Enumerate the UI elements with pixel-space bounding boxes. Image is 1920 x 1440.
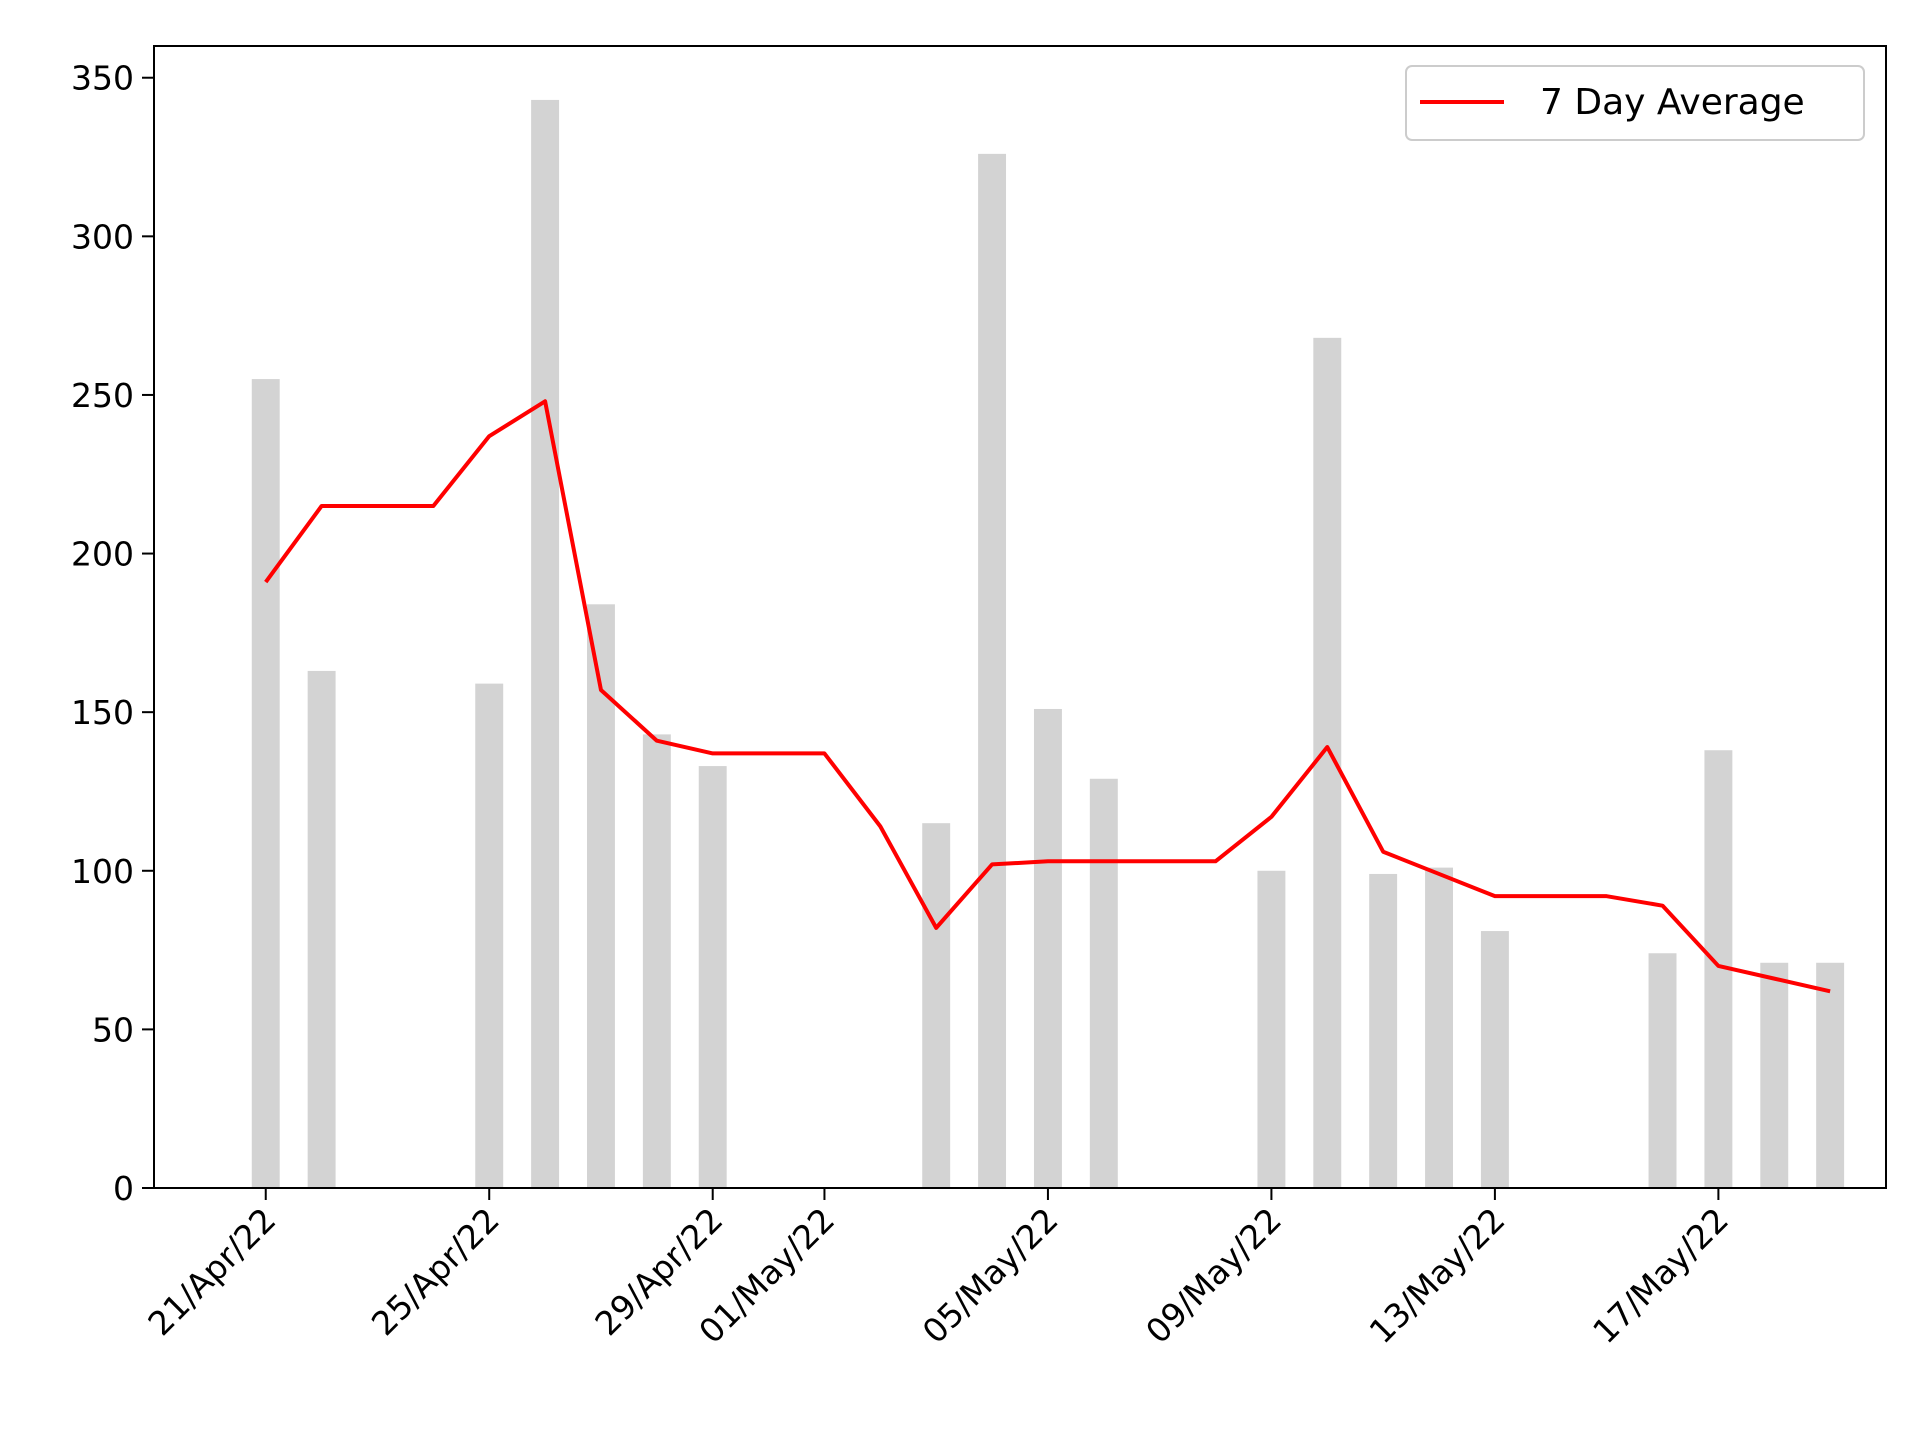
y-tick-label: 100 (71, 852, 134, 891)
bar (475, 683, 504, 1188)
bar (251, 379, 280, 1189)
bar (1033, 708, 1062, 1188)
bar (307, 670, 336, 1188)
plot-frame (153, 45, 1887, 1189)
bar (1648, 953, 1677, 1188)
legend: 7 Day Average (1405, 65, 1865, 141)
y-tick-label: 50 (92, 1010, 134, 1049)
y-axis: 0 50 100 150 200 250 300 350 (71, 59, 154, 1208)
bar (922, 823, 951, 1188)
bar (1816, 962, 1845, 1188)
y-tick-label: 300 (71, 217, 134, 256)
y-tick-label: 200 (71, 535, 134, 574)
bar (978, 153, 1007, 1189)
bar (698, 766, 727, 1188)
y-tick-label: 350 (71, 59, 134, 98)
bar (1257, 870, 1286, 1188)
bar (1760, 962, 1789, 1188)
legend-box (1405, 65, 1865, 141)
y-tick-label: 150 (71, 693, 134, 732)
bar (642, 734, 671, 1188)
bar (587, 604, 615, 1188)
bar (1480, 931, 1509, 1188)
bar (1089, 778, 1118, 1188)
legend-label: 7 Day Average (1540, 82, 1805, 123)
y-tick-label: 250 (71, 376, 134, 415)
y-tick-label: 0 (113, 1169, 134, 1208)
bar-series (251, 99, 1845, 1189)
average-line-series (264, 399, 1831, 994)
bar (1369, 873, 1398, 1188)
bar (1425, 867, 1453, 1188)
bar (531, 99, 560, 1188)
